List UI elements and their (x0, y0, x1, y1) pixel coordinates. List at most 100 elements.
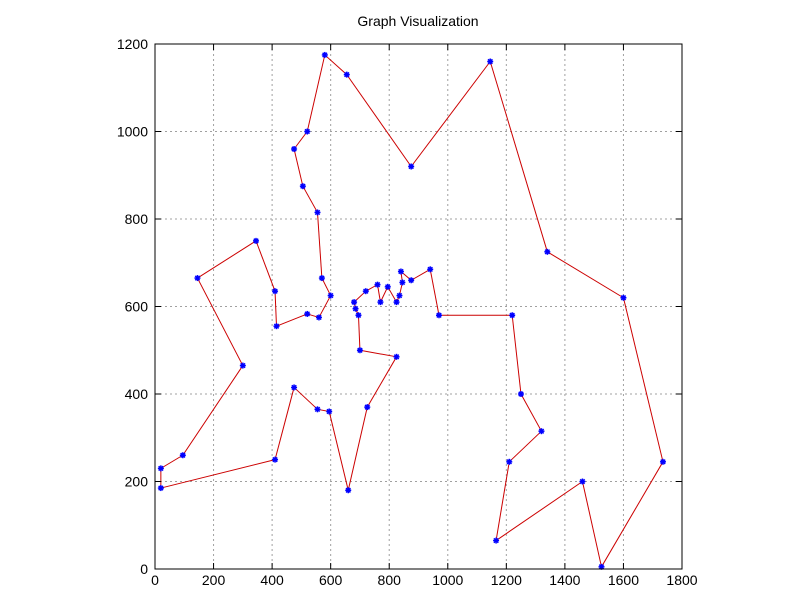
edge-segment (160, 454, 184, 469)
edge-segment (346, 74, 412, 167)
data-point (299, 183, 306, 190)
data-point (343, 71, 350, 78)
data-point (487, 58, 494, 65)
x-tick-label: 1000 (432, 572, 463, 588)
data-point (304, 128, 311, 135)
data-point (326, 408, 333, 415)
edge-segment (366, 356, 397, 408)
x-tick-labels: 0 200 400 600 800 1000 1200 1400 1600 1800 (151, 572, 698, 588)
data-point (314, 406, 321, 413)
y-tick-label: 800 (125, 211, 149, 227)
data-point (321, 51, 328, 58)
edge-segment (316, 212, 323, 279)
edge-segment (489, 61, 548, 252)
data-point (427, 266, 434, 273)
data-point (374, 281, 381, 288)
edge-segment (276, 313, 308, 327)
data-point (659, 458, 666, 465)
edge-segment (274, 291, 278, 327)
data-point (315, 314, 322, 321)
y-tick-label: 200 (125, 474, 149, 490)
data-point (377, 299, 384, 306)
x-tick-label: 1600 (608, 572, 639, 588)
data-point (272, 456, 279, 463)
y-tick-label: 600 (125, 299, 149, 315)
data-point (318, 275, 325, 282)
data-point (157, 465, 164, 472)
data-point (364, 404, 371, 411)
edge-segment (321, 277, 332, 296)
edge-segment (495, 461, 510, 541)
x-tick-label: 1800 (666, 572, 697, 588)
edge-segment (302, 185, 318, 213)
edge-segment (387, 286, 397, 303)
data-point (397, 268, 404, 275)
data-point (393, 353, 400, 360)
x-tick-label: 600 (319, 572, 343, 588)
edge-segment (410, 268, 431, 281)
edge-segment (357, 315, 361, 351)
data-point (509, 312, 516, 319)
data-point (179, 452, 186, 459)
x-tick-label: 200 (202, 572, 226, 588)
data-point (352, 305, 359, 312)
x-tick-label: 0 (151, 572, 159, 588)
data-point (362, 288, 369, 295)
edge-segment (318, 295, 332, 318)
edge-segment (410, 61, 491, 167)
data-point (304, 310, 311, 317)
edge-segment (520, 393, 542, 432)
data-point (493, 537, 500, 544)
data-point (506, 458, 513, 465)
edge-segment (511, 315, 522, 395)
data-point (239, 362, 246, 369)
x-tick-label: 800 (378, 572, 402, 588)
edge-segment (197, 277, 244, 366)
axis-ticks (154, 43, 683, 570)
data-point (408, 163, 415, 170)
y-tick-label: 400 (125, 386, 149, 402)
edge-segment (495, 481, 583, 541)
y-tick-label: 1200 (117, 36, 148, 52)
data-point (435, 312, 442, 319)
edge-segment (581, 481, 602, 567)
edge-segment (547, 251, 624, 299)
data-point (579, 478, 586, 485)
data-point (345, 487, 352, 494)
edge-segment (182, 365, 244, 456)
y-tick-labels: 0 200 400 600 800 1000 1200 (117, 36, 148, 577)
data-point (314, 209, 321, 216)
data-point (157, 485, 164, 492)
data-point (194, 275, 201, 282)
data-point (393, 299, 400, 306)
plot-frame (154, 43, 683, 570)
series-line (160, 54, 664, 568)
edge-segment (274, 387, 295, 460)
y-tick-label: 1000 (117, 124, 148, 140)
data-point (291, 146, 298, 152)
data-point (396, 292, 403, 299)
data-point (272, 288, 279, 295)
y-tick-label: 0 (140, 561, 148, 577)
edge-segment (293, 131, 308, 150)
edge-segment (293, 148, 304, 187)
data-point (384, 283, 391, 290)
edge-segment (324, 54, 348, 75)
edge-segment (601, 461, 664, 568)
edge-segment (255, 240, 276, 292)
edge-segment (622, 297, 664, 462)
data-point (399, 279, 406, 286)
edge-segment (508, 430, 542, 463)
chart-title: Graph Visualization (357, 13, 478, 29)
edge-segment (160, 459, 276, 489)
edge-segment (359, 349, 397, 358)
edge-segment (429, 269, 440, 316)
data-point (351, 299, 358, 306)
data-point (408, 277, 415, 284)
x-tick-label: 1200 (491, 572, 522, 588)
data-point (517, 391, 524, 397)
edge-segment (293, 387, 318, 410)
x-tick-label: 1400 (549, 572, 580, 588)
x-tick-label: 400 (260, 572, 284, 588)
